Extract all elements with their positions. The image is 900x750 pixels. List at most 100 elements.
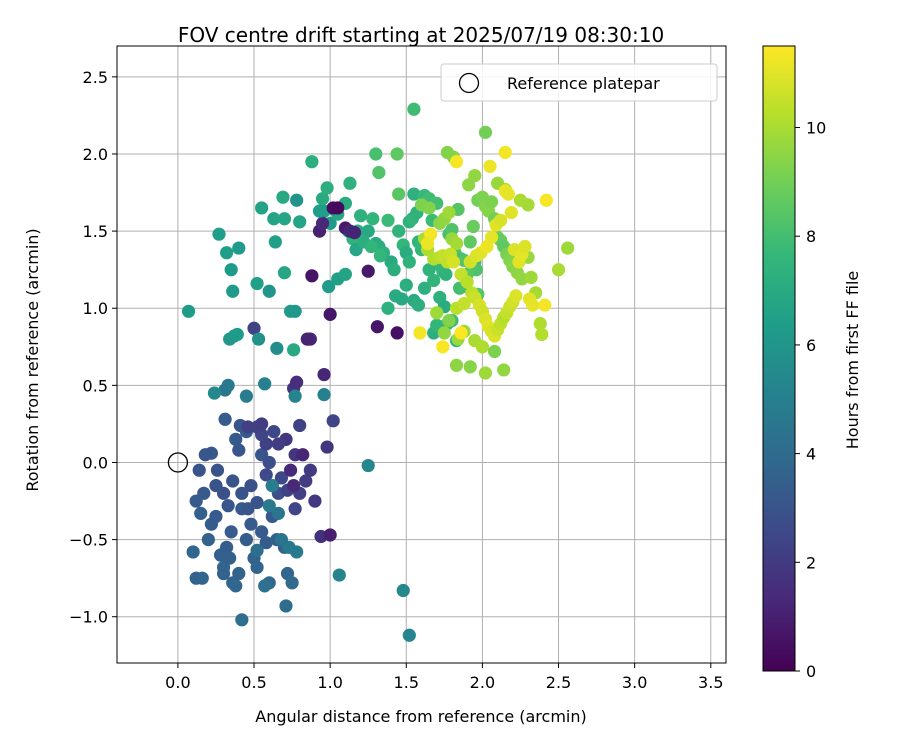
- data-point: [533, 317, 547, 331]
- x-tick-label: 2.5: [546, 673, 571, 692]
- y-tick-label: 0.5: [83, 376, 108, 395]
- data-point: [430, 306, 444, 320]
- data-point: [422, 263, 436, 277]
- data-point: [387, 263, 401, 277]
- data-point: [262, 499, 276, 513]
- x-tick-label: 0.0: [165, 673, 190, 692]
- data-point: [305, 155, 319, 169]
- plot-frame: [116, 45, 727, 664]
- data-point: [239, 389, 254, 403]
- data-point: [427, 273, 441, 288]
- data-point: [262, 455, 276, 470]
- data-point: [390, 147, 404, 161]
- data-point: [226, 284, 240, 298]
- data-point: [442, 205, 456, 220]
- colorbar-tick-label: 2: [806, 553, 816, 572]
- data-point: [293, 418, 307, 433]
- data-point: [462, 178, 476, 192]
- data-point: [454, 326, 468, 340]
- data-point: [287, 343, 301, 357]
- data-point: [317, 388, 331, 402]
- data-point: [392, 224, 406, 238]
- data-point: [255, 525, 269, 539]
- data-point: [262, 284, 276, 298]
- data-point: [442, 313, 456, 328]
- data-point: [232, 443, 246, 457]
- data-point: [265, 479, 279, 493]
- data-point: [524, 270, 538, 284]
- colorbar-tick-label: 8: [806, 227, 816, 246]
- data-point: [244, 479, 258, 493]
- y-axis-label: Rotation from reference (arcmin): [23, 228, 42, 491]
- data-point: [220, 246, 234, 260]
- data-point: [192, 463, 206, 477]
- data-point: [226, 474, 240, 488]
- data-point: [201, 533, 215, 547]
- y-tick-label: 1.5: [83, 222, 108, 241]
- x-axis-ticks: 0.0 0.5 1.0 1.5 2.0 2.5 3.0 3.5: [165, 663, 724, 692]
- data-point: [210, 463, 225, 477]
- data-point: [417, 281, 432, 295]
- data-point: [392, 187, 406, 201]
- data-point: [407, 187, 421, 201]
- y-tick-label: 2.0: [83, 145, 108, 164]
- data-point: [366, 212, 380, 226]
- data-point: [561, 241, 575, 255]
- data-point: [411, 298, 426, 312]
- data-point: [446, 255, 461, 269]
- data-point: [251, 332, 266, 346]
- data-point: [290, 193, 304, 207]
- data-point: [232, 241, 246, 255]
- grid: [117, 46, 726, 663]
- data-point: [250, 495, 264, 510]
- data-point: [250, 543, 264, 557]
- data-point: [509, 289, 523, 303]
- data-point: [538, 298, 552, 312]
- data-point: [449, 155, 464, 169]
- data-point: [521, 198, 535, 212]
- data-point: [420, 236, 435, 251]
- data-point: [347, 226, 362, 240]
- data-point: [216, 566, 231, 581]
- data-point: [230, 327, 244, 342]
- data-point: [255, 201, 269, 215]
- data-point: [271, 506, 285, 520]
- data-point: [271, 437, 285, 451]
- data-point: [504, 205, 518, 220]
- data-point: [399, 278, 413, 292]
- data-point: [449, 358, 464, 372]
- legend: Reference platepar: [440, 63, 718, 102]
- data-point: [315, 192, 330, 206]
- data-point: [436, 340, 450, 354]
- data-point: [241, 420, 255, 434]
- data-point: [484, 230, 499, 244]
- data-point: [198, 448, 212, 462]
- data-point: [299, 474, 313, 488]
- data-point: [526, 298, 540, 312]
- data-point: [402, 628, 416, 642]
- data-point: [277, 266, 292, 280]
- x-tick-label: 3.0: [622, 673, 647, 692]
- data-point: [315, 216, 330, 230]
- data-point: [209, 509, 223, 524]
- data-point: [312, 204, 327, 218]
- data-point: [290, 375, 304, 389]
- data-point: [372, 165, 386, 180]
- data-point: [463, 360, 477, 374]
- data-point: [445, 222, 459, 237]
- y-tick-label: −0.5: [69, 531, 108, 550]
- data-point: [440, 145, 454, 160]
- data-point: [194, 506, 208, 520]
- data-point: [274, 471, 289, 485]
- legend-box: [440, 63, 718, 102]
- data-point: [475, 340, 489, 354]
- data-point: [250, 560, 264, 574]
- data-point: [551, 263, 566, 277]
- data-point: [501, 187, 515, 201]
- data-point: [478, 366, 493, 380]
- data-point: [197, 486, 211, 500]
- data-point: [285, 576, 299, 590]
- data-point: [484, 195, 499, 209]
- data-point: [370, 320, 384, 334]
